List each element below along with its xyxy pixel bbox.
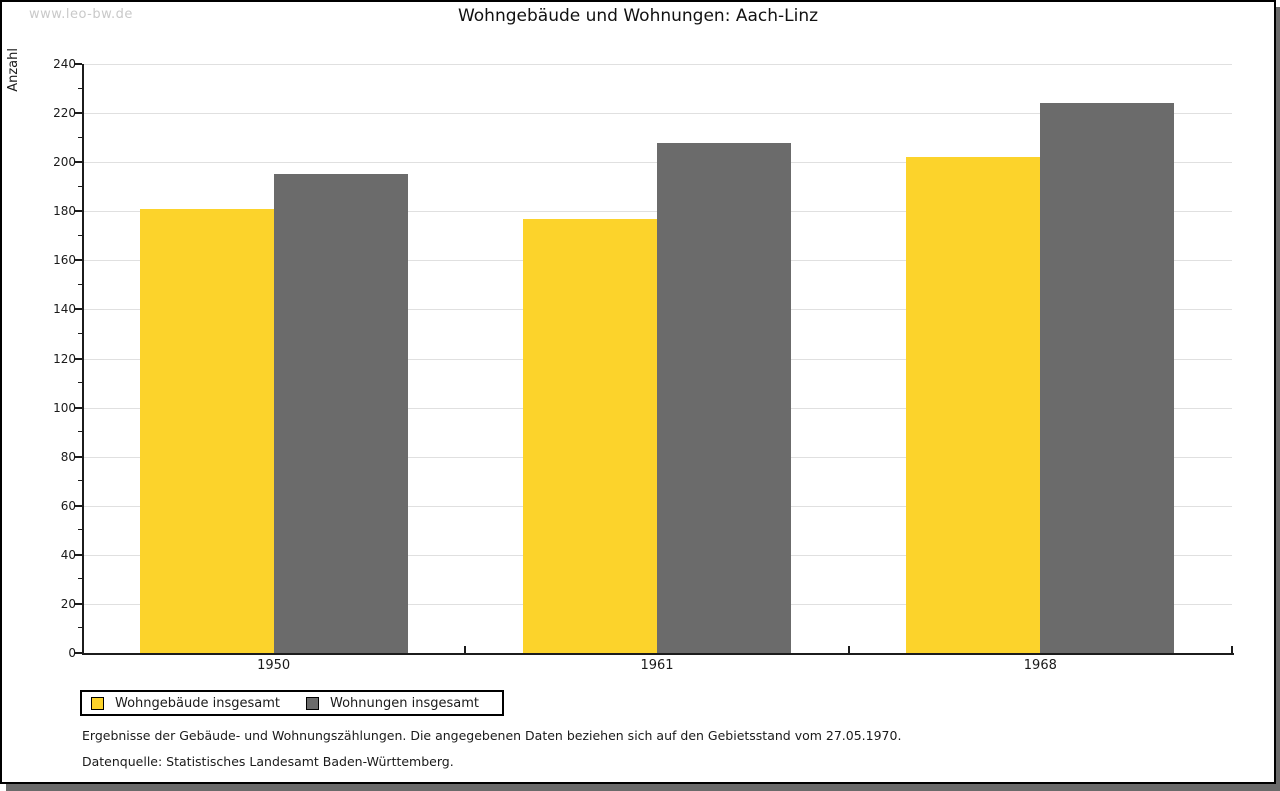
y-major-tick (74, 652, 82, 654)
y-major-tick (74, 161, 82, 164)
y-minor-tick (78, 87, 82, 89)
y-major-tick (74, 308, 82, 311)
y-tick-label: 120 (53, 351, 76, 366)
legend-item-wohngebaeude-insgesamt: Wohngebäude insgesamt (91, 696, 280, 711)
y-minor-tick (78, 283, 82, 285)
y-gridline (84, 113, 1232, 115)
x-tick-label: 1968 (1023, 658, 1057, 673)
bar-wohnungen-insgesamt-1950 (273, 174, 408, 653)
y-tick-label: 160 (53, 253, 76, 268)
x-tick-label: 1961 (640, 658, 674, 673)
y-tick-label: 60 (60, 498, 76, 513)
y-major-tick (74, 602, 82, 605)
bar-wohnungen-insgesamt-1968 (1040, 103, 1175, 653)
y-tick-label: 200 (53, 155, 76, 170)
y-axis-line (82, 64, 84, 655)
y-minor-tick (78, 480, 82, 482)
y-major-tick (74, 455, 82, 458)
y-gridline (84, 64, 1232, 65)
x-boundary-tick (847, 646, 850, 653)
y-minor-tick (78, 332, 82, 334)
y-tick-label: 220 (53, 106, 76, 121)
y-tick-label: 240 (53, 57, 76, 71)
legend-label: Wohngebäude insgesamt (115, 695, 280, 711)
y-major-tick (74, 406, 82, 409)
y-tick-label: 140 (53, 302, 76, 317)
y-minor-tick (78, 627, 82, 629)
y-tick-label: 100 (53, 400, 76, 415)
y-tick-label: 80 (60, 449, 76, 464)
bar-wohngebaeude-insgesamt-1968 (906, 157, 1041, 653)
y-minor-tick (78, 529, 82, 531)
y-minor-tick (78, 234, 82, 236)
bar-wohngebaeude-insgesamt-1950 (139, 208, 274, 653)
x-boundary-tick (464, 646, 467, 653)
chart-title: Wohngebäude und Wohnungen: Aach-Linz (457, 6, 819, 26)
y-minor-tick (78, 431, 82, 433)
legend-label: Wohnungen insgesamt (330, 695, 479, 711)
y-tick-label: 40 (60, 547, 76, 562)
y-major-tick (74, 259, 82, 262)
y-minor-tick (78, 136, 82, 138)
site-watermark: www.leo-bw.de (29, 7, 133, 22)
y-tick-label: 180 (53, 204, 76, 219)
x-axis-line (82, 653, 1234, 655)
legend-swatch-wohngebaeude-insgesamt (91, 696, 104, 710)
plot-area: 0 20 40 60 80 100 120 140 160 180 200 220 240 1950 196… (2, 2, 1274, 782)
bar-wohngebaeude-insgesamt-1961 (523, 218, 657, 653)
y-minor-tick (78, 578, 82, 580)
y-major-tick (74, 112, 82, 115)
y-major-tick (74, 357, 82, 360)
x-tick-label: 1950 (257, 658, 291, 673)
y-major-tick (74, 553, 82, 556)
y-minor-tick (78, 185, 82, 187)
legend-item-wohnungen-insgesamt: Wohnungen insgesamt (306, 696, 479, 711)
y-major-tick (74, 210, 82, 213)
y-major-tick (74, 63, 82, 65)
bar-wohnungen-insgesamt-1961 (657, 142, 791, 653)
y-tick-label: 0 (68, 646, 76, 660)
footnote-datenquelle: Datenquelle: Statistisches Landesamt Bad… (82, 754, 454, 769)
footnote-gebietsstand: Ergebnisse der Gebäude- und Wohnungszähl… (82, 728, 902, 743)
y-minor-tick (78, 382, 82, 384)
y-tick-label: 20 (60, 596, 76, 611)
legend: Wohngebäude insgesamt Wohnungen insgesamt (80, 690, 504, 716)
y-major-tick (74, 504, 82, 507)
legend-swatch-wohnungen-insgesamt (306, 696, 319, 710)
x-boundary-tick (1231, 646, 1233, 653)
